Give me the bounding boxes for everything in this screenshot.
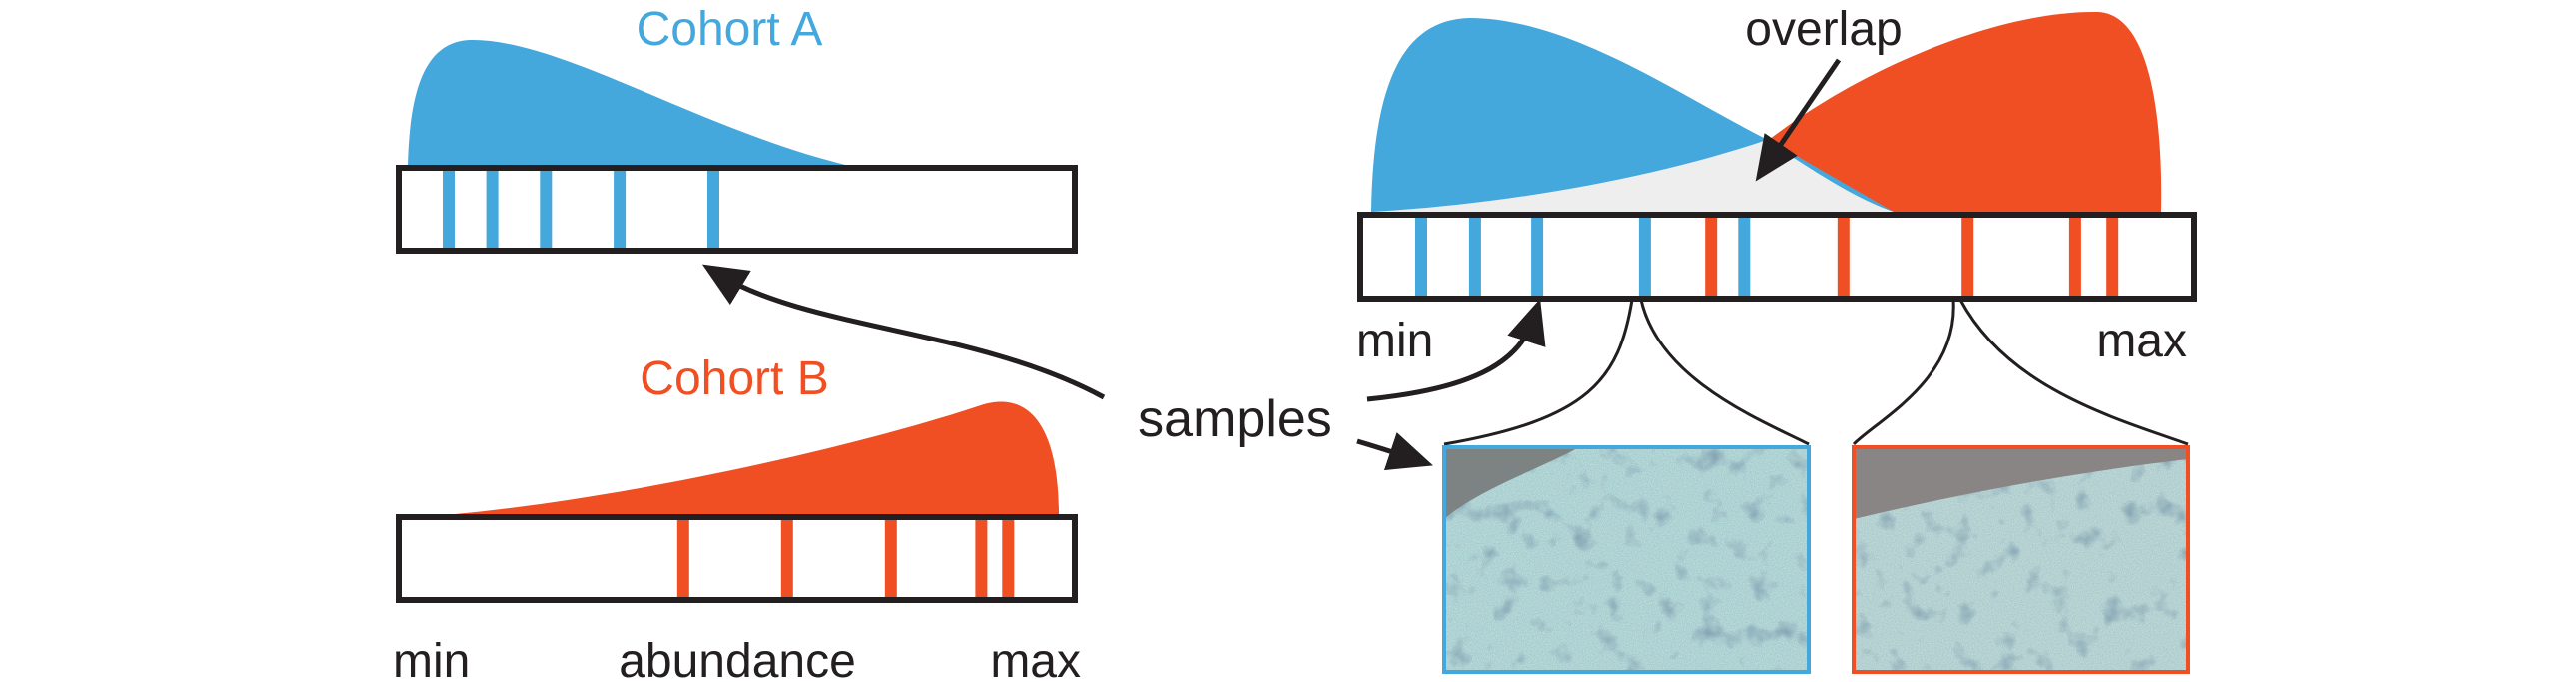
cohort-b-sample-tick-2 bbox=[780, 520, 793, 597]
samples-arrow-image bbox=[1356, 432, 1433, 471]
right-red-sample-tick-2 bbox=[1837, 218, 1850, 296]
left-axis-min-label: min bbox=[393, 635, 470, 682]
tissue-image-red bbox=[1852, 445, 2190, 674]
right-axis-max-label: max bbox=[2096, 315, 2187, 367]
overlap-arrow bbox=[1755, 58, 1842, 182]
zoom-line-red-right bbox=[1958, 299, 2189, 446]
left-axis-abundance-label: abundance bbox=[619, 635, 856, 682]
left-axis-max-label: max bbox=[990, 635, 1081, 682]
right-red-sample-tick-1 bbox=[1705, 218, 1718, 296]
tissue-image-blue bbox=[1442, 445, 1811, 674]
right-blue-sample-tick-3 bbox=[1531, 218, 1544, 296]
cohort-a-bar bbox=[396, 165, 1078, 254]
overlap-label: overlap bbox=[1745, 3, 1902, 56]
right-blue-sample-tick-1 bbox=[1415, 218, 1427, 296]
right-axis-min-label: min bbox=[1356, 315, 1433, 367]
cohort-a-sample-tick-1 bbox=[443, 171, 455, 248]
cohort-a-sample-tick-2 bbox=[486, 171, 499, 248]
right-sample-ticks bbox=[1415, 218, 2119, 296]
samples-arrow-left bbox=[701, 264, 1106, 400]
cohort-b-sample-tick-1 bbox=[676, 520, 689, 597]
cohort-a-sample-tick-3 bbox=[540, 171, 553, 248]
right-red-sample-tick-5 bbox=[2106, 218, 2119, 296]
cohort-a-sample-ticks bbox=[443, 171, 719, 248]
right-red-sample-tick-4 bbox=[2068, 218, 2081, 296]
cohort-b-distribution bbox=[455, 401, 1059, 514]
zoom-line-blue-left bbox=[1443, 299, 1634, 446]
cohort-a-label: Cohort A bbox=[637, 3, 823, 56]
samples-arrow-right-bar bbox=[1366, 298, 1546, 402]
cohort-b-sample-tick-5 bbox=[1002, 520, 1015, 597]
right-blue-sample-tick-4 bbox=[1638, 218, 1651, 296]
right-blue-sample-tick-2 bbox=[1468, 218, 1481, 296]
cohort-b-sample-ticks bbox=[676, 520, 1015, 597]
samples-label: samples bbox=[1138, 390, 1332, 448]
cohort-a-sample-tick-5 bbox=[707, 171, 719, 248]
right-red-sample-tick-3 bbox=[1961, 218, 1974, 296]
cohort-a-distribution bbox=[408, 39, 849, 166]
right-red-distribution bbox=[1769, 11, 2162, 212]
zoom-line-blue-right bbox=[1639, 299, 1810, 446]
zoom-line-red-left bbox=[1852, 299, 1955, 446]
right-blue-sample-tick-5 bbox=[1738, 218, 1751, 296]
cohort-a-sample-tick-4 bbox=[614, 171, 627, 248]
cohort-b-sample-tick-4 bbox=[975, 520, 988, 597]
cohort-b-label: Cohort B bbox=[640, 352, 828, 405]
right-bar bbox=[1357, 212, 2197, 302]
cohort-b-bar bbox=[396, 514, 1078, 603]
cohort-b-sample-tick-3 bbox=[884, 520, 897, 597]
